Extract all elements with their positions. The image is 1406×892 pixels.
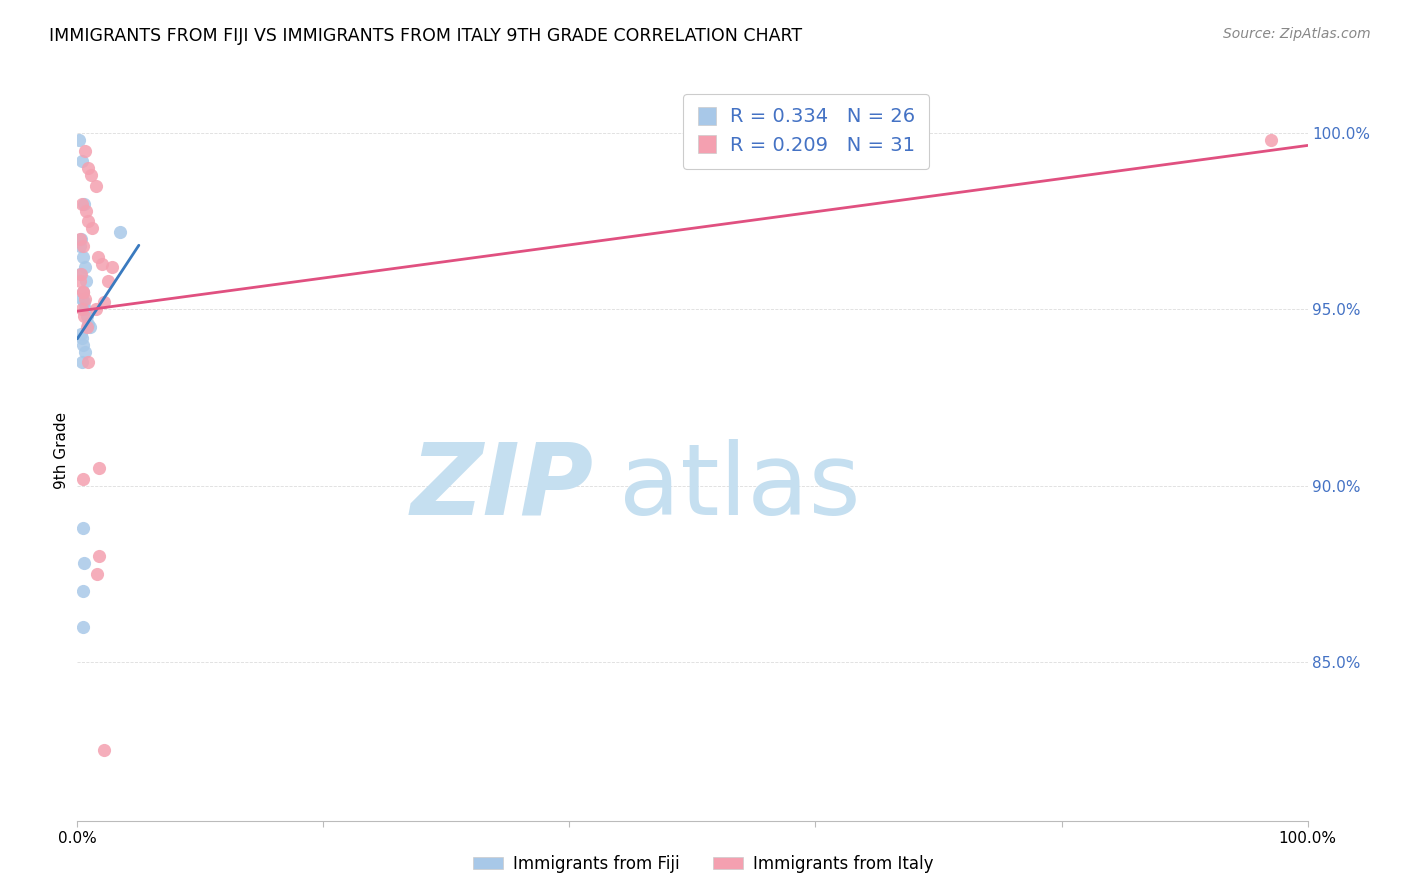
Point xyxy=(82,221,104,235)
Y-axis label: 9th Grade: 9th Grade xyxy=(53,412,69,489)
Point xyxy=(72,521,94,535)
Point xyxy=(93,743,115,757)
Point xyxy=(79,320,101,334)
Point xyxy=(89,461,111,475)
Point xyxy=(67,133,90,147)
Point xyxy=(77,317,100,331)
Point xyxy=(69,232,91,246)
Point xyxy=(70,302,93,317)
Point xyxy=(73,556,96,570)
Point xyxy=(69,274,91,288)
Point xyxy=(87,250,110,264)
Point xyxy=(73,196,96,211)
Point xyxy=(72,337,94,351)
Point xyxy=(77,355,100,369)
Point xyxy=(76,214,98,228)
Point xyxy=(76,320,98,334)
Point xyxy=(72,620,94,634)
Point xyxy=(70,331,93,345)
Point xyxy=(73,344,96,359)
Text: IMMIGRANTS FROM FIJI VS IMMIGRANTS FROM ITALY 9TH GRADE CORRELATION CHART: IMMIGRANTS FROM FIJI VS IMMIGRANTS FROM … xyxy=(49,27,803,45)
Point xyxy=(70,327,93,342)
Point xyxy=(70,154,93,169)
Point xyxy=(93,295,115,310)
Point xyxy=(69,239,91,253)
Point xyxy=(89,549,111,564)
Point xyxy=(75,292,97,306)
Point xyxy=(69,267,91,281)
Point xyxy=(101,260,124,274)
Point xyxy=(72,250,94,264)
Point xyxy=(84,179,107,194)
Point xyxy=(75,274,97,288)
Point xyxy=(86,566,108,581)
Point xyxy=(1260,133,1282,147)
Point xyxy=(75,302,97,317)
Point xyxy=(76,310,98,324)
Text: ZIP: ZIP xyxy=(411,439,595,536)
Point xyxy=(73,295,96,310)
Point xyxy=(84,302,107,317)
Legend: R = 0.334   N = 26, R = 0.209   N = 31: R = 0.334 N = 26, R = 0.209 N = 31 xyxy=(683,94,929,169)
Point xyxy=(70,355,93,369)
Point xyxy=(72,285,94,299)
Point xyxy=(90,257,114,271)
Text: atlas: atlas xyxy=(619,439,860,536)
Point xyxy=(77,161,100,176)
Point xyxy=(70,232,93,246)
Text: Source: ZipAtlas.com: Source: ZipAtlas.com xyxy=(1223,27,1371,41)
Point xyxy=(70,292,93,306)
Point xyxy=(73,310,96,324)
Point xyxy=(97,274,120,288)
Point xyxy=(70,267,93,281)
Point xyxy=(73,144,96,158)
Point xyxy=(72,285,94,299)
Point xyxy=(75,203,97,218)
Point xyxy=(72,584,94,599)
Legend: Immigrants from Fiji, Immigrants from Italy: Immigrants from Fiji, Immigrants from It… xyxy=(467,848,939,880)
Point xyxy=(72,472,94,486)
Point xyxy=(110,225,132,239)
Point xyxy=(72,285,94,299)
Point xyxy=(72,239,94,253)
Point xyxy=(73,260,96,274)
Point xyxy=(80,169,103,183)
Point xyxy=(70,196,93,211)
